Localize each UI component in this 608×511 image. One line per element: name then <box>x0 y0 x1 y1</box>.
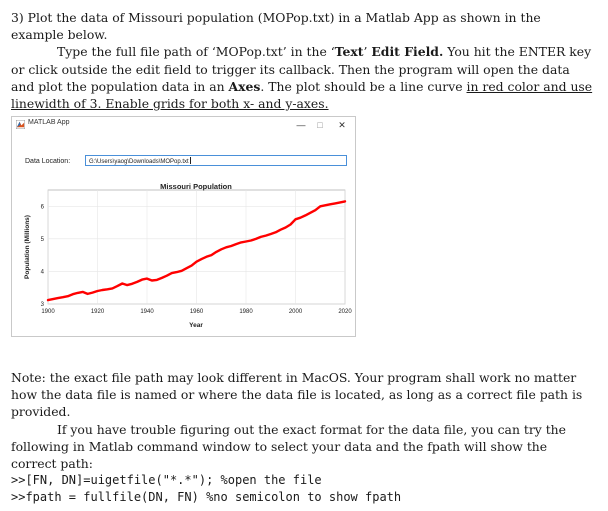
x-tick-label: 1900 <box>41 309 55 315</box>
grid-lines <box>47 190 346 305</box>
question-text: 3) Plot the data of Missouri population … <box>11 9 603 112</box>
x-tick-label: 2020 <box>338 309 352 315</box>
close-button[interactable]: ✕ <box>338 120 346 130</box>
note-line-4: If you have trouble figuring out the exa… <box>57 421 566 437</box>
note-text: Note: the exact file path may look diffe… <box>11 369 603 507</box>
note-line-3: provided. <box>11 404 71 420</box>
y-tick-label: 5 <box>41 237 45 243</box>
note-line-2: how the data file is named or where the … <box>11 387 583 403</box>
question-line-6: linewidth of 3. Enable grids for both x-… <box>11 96 329 112</box>
file-path-value[interactable]: G:\Users\yaog\Downloads\MOPop.txt <box>89 157 191 165</box>
population-line <box>46 200 347 302</box>
minimize-button[interactable]: — <box>296 120 306 130</box>
code-line-2: >>fpath = fullfile(DN, FN) %no semicolon… <box>11 490 402 505</box>
x-axis-label: Year <box>189 322 203 329</box>
question-line-4: or click outside the edit field to trigg… <box>11 61 570 77</box>
y-axis-label: Population (Millions) <box>24 215 31 279</box>
y-tick-label: 6 <box>41 204 45 210</box>
app-title: MATLAB App <box>28 119 70 126</box>
x-tick-label: 1940 <box>140 309 154 315</box>
question-line-3: Type the full file path of ‘MOPop.txt’ i… <box>57 44 592 60</box>
note-line-1: Note: the exact file path may look diffe… <box>11 370 577 385</box>
axis-ticks: 1900 1920 1940 1960 1980 2000 2020 3 4 5 6 <box>41 204 353 315</box>
chart-title: Missouri Population <box>160 182 232 191</box>
x-tick-label: 2000 <box>289 309 303 315</box>
note-line-5: following in Matlab command window to se… <box>11 438 548 454</box>
note-line-6: correct path: <box>11 456 93 472</box>
matlab-icon <box>16 120 25 129</box>
data-location-label: Data Location: <box>25 158 71 165</box>
code-line-1: >>[FN, DN]=uigetfile("*.*"); %open the f… <box>11 473 322 488</box>
text-cursor <box>189 157 191 164</box>
x-tick-label: 1920 <box>91 309 105 315</box>
file-path-edit-field[interactable]: G:\Users\yaog\Downloads\MOPop.txt <box>85 155 347 166</box>
question-line-1: 3) Plot the data of Missouri population … <box>11 10 541 25</box>
title-bar[interactable]: MATLAB App — □ ✕ <box>12 117 355 133</box>
x-tick-label: 1960 <box>190 309 204 315</box>
y-tick-label: 4 <box>41 269 45 275</box>
matlab-app-window: MATLAB App — □ ✕ Data Location: G:\Users… <box>11 116 356 337</box>
maximize-button[interactable]: □ <box>317 120 323 130</box>
x-tick-label: 1980 <box>239 309 253 315</box>
question-line-2: example below. <box>11 27 108 43</box>
population-axes[interactable]: 1900 1920 1940 1960 1980 2000 2020 3 4 5 6 Missour… <box>12 117 355 336</box>
y-tick-label: 3 <box>41 302 45 308</box>
question-line-5: and plot the population data in an Axes.… <box>11 78 593 94</box>
